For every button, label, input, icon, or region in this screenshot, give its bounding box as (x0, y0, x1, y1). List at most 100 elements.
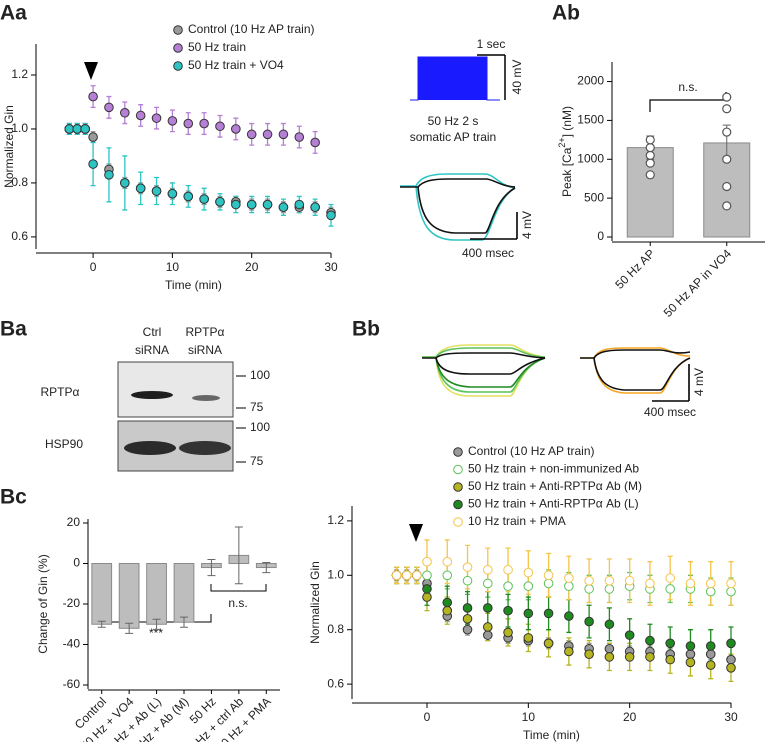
data-point (584, 575, 594, 586)
data-point (412, 570, 422, 581)
panel-label: Ba (0, 318, 27, 341)
data-point (262, 129, 273, 140)
legend-marker (173, 61, 183, 71)
data-point (482, 565, 493, 575)
data-point (645, 635, 655, 646)
mw-marker: 75 (250, 454, 264, 468)
data-point (726, 654, 736, 665)
legend-marker (453, 482, 463, 492)
bar (118, 563, 140, 629)
data-point (604, 584, 615, 594)
data-point (310, 202, 320, 213)
stimulus-arrow (84, 62, 98, 80)
y-axis-label: Normalized Gin (2, 105, 16, 188)
data-point (645, 578, 655, 589)
inset-caption: 50 Hz 2 s (428, 114, 479, 128)
data-point (543, 578, 554, 589)
data-point (167, 188, 178, 199)
data-point (183, 191, 194, 202)
lane-label: siRNA (135, 343, 169, 357)
y-tick-label: 1.0 (11, 121, 28, 135)
data-point (482, 622, 493, 632)
data-point (246, 199, 257, 210)
x-tick-label: 30 (724, 710, 738, 724)
row-label: HSP90 (45, 437, 83, 451)
western-blot: Ctrl siRNA RPTPα siRNA RPTPα HSP90 100 7… (41, 325, 270, 472)
data-point (88, 132, 98, 142)
data-point (231, 124, 241, 134)
bar (91, 563, 113, 625)
y-axis-label-part: ] (nM) (560, 106, 574, 137)
data-point (422, 570, 432, 581)
data-point (422, 592, 432, 602)
data-point (543, 638, 554, 649)
bracket (649, 92, 727, 112)
data-point (624, 652, 635, 662)
data-point (104, 170, 114, 180)
x-tick-label: 0 (90, 260, 97, 274)
data-point (722, 92, 732, 102)
y-tick-label: 1.0 (327, 567, 344, 581)
lane-label: Ctrl (143, 325, 162, 339)
error-bar (125, 622, 134, 634)
legend-marker (173, 43, 183, 53)
data-point (705, 586, 716, 597)
bar (146, 563, 167, 625)
data-point (64, 124, 75, 134)
data-point (278, 202, 289, 213)
data-point (401, 570, 412, 581)
annotation: n.s. (678, 80, 697, 94)
legend-marker (453, 517, 463, 527)
data-point (705, 660, 716, 670)
data-point (503, 581, 513, 591)
data-point (722, 104, 732, 114)
data-point (72, 124, 83, 134)
data-point (645, 143, 655, 153)
lane-label: siRNA (188, 343, 222, 357)
ap-train-inset: 1 sec 40 mV 50 Hz 2 s somatic AP train (410, 37, 524, 144)
y-axis-label: Normalized Gin (308, 561, 322, 644)
data-point (391, 570, 402, 581)
legend-label: 50 Hz train (188, 40, 246, 54)
data-point (104, 102, 114, 113)
data-point (624, 575, 635, 586)
scale-label: 400 msec (644, 405, 696, 419)
legend-label: 50 Hz train + VO4 (188, 58, 284, 72)
data-point (80, 124, 90, 134)
data-point (645, 150, 655, 160)
data-point (726, 586, 736, 597)
error-bar (207, 558, 216, 577)
data-point (231, 199, 241, 210)
row-label: RPTPα (41, 385, 80, 399)
x-axis-label: Time (min) (523, 728, 580, 742)
data-point (183, 118, 194, 129)
data-point (503, 605, 513, 616)
y-tick-label: -20 (63, 596, 81, 610)
data-point (665, 638, 675, 649)
legend-label: Control (10 Hz AP train) (468, 444, 595, 458)
data-point (564, 581, 574, 591)
x-tick-label: 0 (424, 710, 431, 724)
error-bar (234, 526, 243, 585)
error-bar (180, 616, 188, 628)
lane-label: RPTPα (186, 325, 225, 339)
y-tick-label: 1.2 (327, 513, 344, 527)
panel-label: Bc (0, 486, 27, 509)
data-point (120, 107, 130, 118)
data-point (685, 641, 696, 651)
data-point (726, 638, 736, 649)
data-point (442, 597, 453, 608)
y-tick-label: 0.6 (11, 229, 28, 243)
scale-label: 40 mV (510, 60, 524, 95)
data-point (294, 199, 305, 210)
x-tick-label: 50 Hz AP in VO4 (661, 246, 735, 320)
data-point (523, 608, 534, 619)
data-point (503, 565, 513, 575)
x-tick-label: 20 (245, 260, 259, 274)
data-point (705, 641, 716, 651)
y-tick-label: -60 (63, 677, 81, 691)
data-point (167, 116, 178, 126)
y-tick-label: -40 (63, 637, 81, 651)
scale-label: 4 mV (692, 368, 706, 396)
